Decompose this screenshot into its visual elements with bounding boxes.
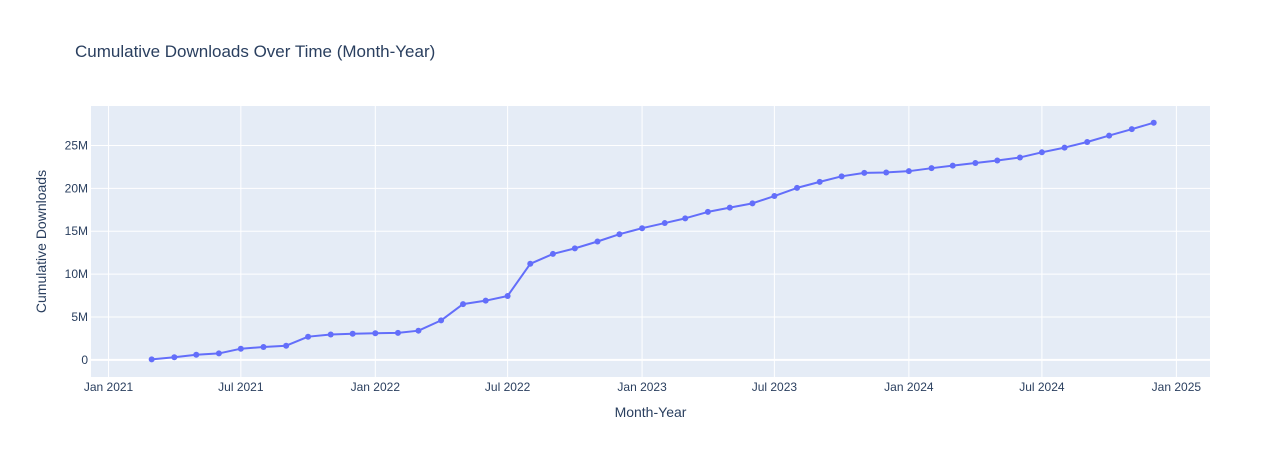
y-tick-label: 5M [71, 310, 88, 324]
data-point [283, 342, 290, 349]
y-tick-label: 10M [65, 267, 88, 281]
x-axis-label: Month-Year [615, 404, 687, 420]
x-tick-label: Jan 2023 [617, 380, 667, 394]
data-point [994, 157, 1001, 164]
data-point [1061, 144, 1068, 151]
data-point [394, 329, 401, 336]
y-axis-label: Cumulative Downloads [33, 170, 49, 313]
y-axis-ticks: 0 5M 10M 15M 20M 25M [65, 138, 89, 366]
data-point [237, 345, 244, 352]
data-point [438, 317, 445, 324]
series-line [151, 121, 1155, 361]
data-point [504, 292, 511, 299]
data-point [816, 178, 823, 185]
x-tick-label: Jan 2022 [351, 380, 401, 394]
x-tick-label: Jan 2025 [1152, 380, 1202, 394]
y-gridlines [91, 144, 1210, 318]
data-points [148, 119, 1157, 363]
data-point [661, 220, 668, 227]
data-point [1128, 126, 1135, 133]
data-point [905, 168, 912, 175]
y-tick-label: 15M [65, 224, 88, 238]
data-point [726, 204, 733, 211]
x-tick-label: Jul 2023 [752, 380, 798, 394]
y-tick-label: 25M [65, 138, 88, 152]
data-point [349, 330, 356, 337]
data-point [171, 354, 178, 361]
data-point [327, 331, 334, 338]
data-point [215, 350, 222, 357]
x-axis-ticks: Jan 2021 Jul 2021 Jan 2022 Jul 2022 Jan 2023… [84, 380, 1202, 394]
data-point [193, 351, 200, 358]
data-point [883, 169, 890, 176]
data-point [1150, 119, 1157, 126]
data-point [460, 301, 467, 308]
data-point [594, 238, 601, 245]
data-point [771, 193, 778, 200]
x-tick-label: Jul 2022 [485, 380, 531, 394]
data-point [1106, 132, 1113, 139]
data-point [972, 160, 979, 167]
x-tick-label: Jan 2021 [84, 380, 134, 394]
series-cumulative-downloads [151, 121, 1155, 361]
data-point [749, 200, 756, 207]
x-tick-label: Jul 2021 [218, 380, 264, 394]
data-point [949, 162, 956, 169]
data-point [305, 333, 312, 340]
data-point [838, 173, 845, 180]
x-tick-label: Jul 2024 [1019, 380, 1065, 394]
data-point [639, 225, 646, 232]
data-point [1016, 154, 1023, 161]
y-tick-label: 20M [65, 181, 88, 195]
data-point [148, 356, 155, 363]
data-point [704, 208, 711, 215]
data-point [372, 330, 379, 337]
data-point [549, 250, 556, 257]
data-point [616, 231, 623, 238]
data-point [682, 215, 689, 222]
data-point [794, 184, 801, 191]
data-point [571, 245, 578, 252]
data-point [415, 327, 422, 334]
chart-title: Cumulative Downloads Over Time (Month-Ye… [75, 42, 435, 61]
data-point [861, 169, 868, 176]
y-tick-label: 0 [81, 353, 88, 367]
data-point [1038, 149, 1045, 156]
data-point [527, 260, 534, 267]
data-point [928, 165, 935, 172]
data-point [1084, 139, 1091, 146]
plot-area [91, 106, 1210, 377]
data-point [260, 343, 267, 350]
data-point [482, 297, 489, 304]
x-tick-label: Jan 2024 [884, 380, 934, 394]
